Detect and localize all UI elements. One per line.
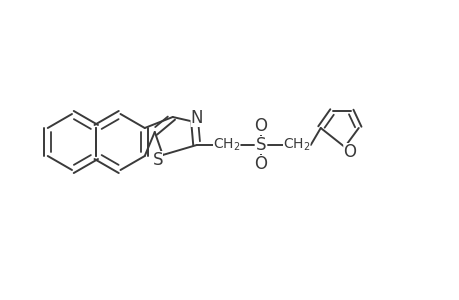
Text: O: O	[254, 117, 267, 135]
Text: CH$_2$: CH$_2$	[282, 137, 310, 153]
Text: CH$_2$: CH$_2$	[213, 137, 240, 153]
Text: O: O	[254, 155, 267, 173]
Text: S: S	[152, 151, 162, 169]
Text: S: S	[255, 136, 265, 154]
Text: O: O	[342, 143, 355, 161]
Text: N: N	[190, 109, 202, 127]
